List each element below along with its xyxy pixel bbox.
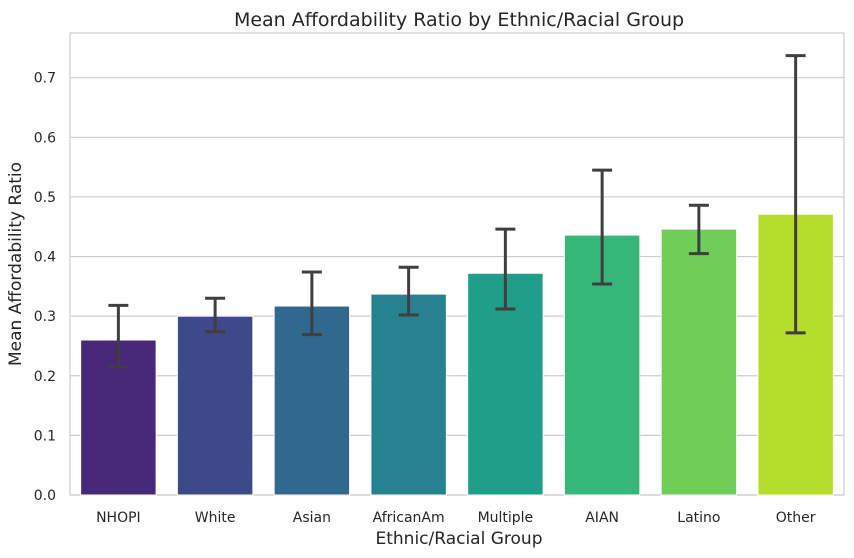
y-tick-label: 0.7 [34, 71, 56, 87]
y-tick-label: 0.2 [34, 369, 56, 385]
x-tick-label: NHOPI [96, 510, 141, 526]
y-tick-label: 0.1 [34, 428, 56, 444]
y-axis-label: Mean Affordability Ratio [6, 162, 26, 366]
x-axis-ticks: NHOPI White Asian AfricanAm Multiple AIAN Lati… [96, 510, 816, 526]
x-tick-label: Multiple [478, 510, 534, 526]
y-tick-label: 0.3 [34, 309, 56, 325]
y-tick-label: 0.6 [34, 130, 56, 146]
bar-africanam [370, 293, 447, 496]
x-tick-label: AIAN [585, 510, 619, 526]
bar-latino [660, 228, 738, 496]
x-tick-label: Other [776, 510, 816, 526]
x-tick-label: White [195, 510, 236, 526]
bar-asian [273, 305, 351, 496]
error-bars-group [108, 54, 806, 369]
bar-white [176, 315, 254, 496]
x-tick-label: Asian [293, 510, 331, 526]
y-tick-label: 0.5 [34, 190, 56, 206]
chart-title: Mean Affordability Ratio by Ethnic/Racia… [234, 9, 684, 31]
y-tick-label: 0.0 [34, 488, 56, 504]
x-tick-label: Latino [677, 510, 720, 526]
x-tick-label: AfricanAm [373, 510, 445, 526]
y-axis-ticks: 0.0 0.1 0.2 0.3 0.4 0.5 0.6 0.7 [34, 71, 56, 504]
x-axis-label: Ethnic/Racial Group [376, 529, 543, 549]
y-tick-label: 0.4 [34, 250, 56, 266]
